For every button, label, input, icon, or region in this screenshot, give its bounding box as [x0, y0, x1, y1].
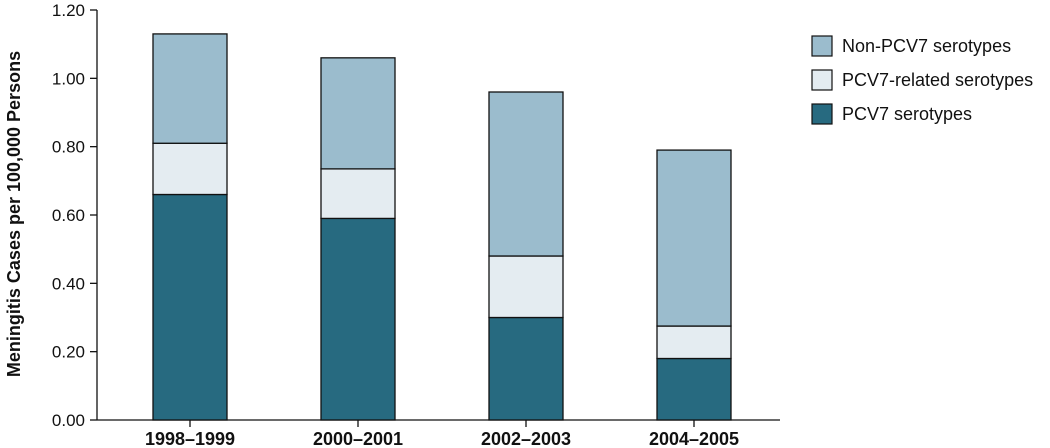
y-tick-label: 0.80: [52, 138, 85, 157]
y-tick-label: 0.40: [52, 274, 85, 293]
legend-label: PCV7 serotypes: [842, 104, 972, 124]
bar-segment: [656, 357, 732, 421]
bar-segment: [152, 142, 228, 196]
bar-segment: [656, 325, 732, 360]
bar-segment: [320, 168, 396, 220]
legend-swatch: [811, 103, 833, 125]
y-tick-label: 0.20: [52, 343, 85, 362]
bar-segment: [320, 217, 396, 421]
bar-segment: [488, 91, 564, 257]
y-tick-label: 0.60: [52, 206, 85, 225]
legend-swatch: [811, 69, 833, 91]
x-category-label: 2002–2003: [481, 429, 571, 448]
x-category-label: 2000–2001: [313, 429, 403, 448]
legend-swatch: [811, 35, 833, 57]
bar-segment: [152, 193, 228, 421]
y-tick-label: 0.00: [52, 411, 85, 430]
x-category-label: 2004–2005: [649, 429, 739, 448]
y-tick-label: 1.20: [52, 1, 85, 20]
legend: Non-PCV7 serotypes PCV7-related serotypes…: [811, 35, 1033, 125]
bar-segment: [152, 33, 228, 144]
y-tick-label: 1.00: [52, 69, 85, 88]
y-axis-label: Meningitis Cases per 100,000 Persons: [4, 51, 24, 377]
bars: [152, 33, 732, 421]
x-category-label: 1998–1999: [145, 429, 235, 448]
bar-segment: [656, 149, 732, 327]
legend-label: PCV7-related serotypes: [842, 70, 1033, 90]
bar-segment: [488, 255, 564, 319]
bar-segment: [488, 316, 564, 421]
bar-segment: [320, 57, 396, 170]
axes: 0.00 0.20 0.40 0.60 0.80 1.00 1.20 1998–1999 200…: [52, 1, 780, 448]
legend-label: Non-PCV7 serotypes: [842, 36, 1011, 56]
